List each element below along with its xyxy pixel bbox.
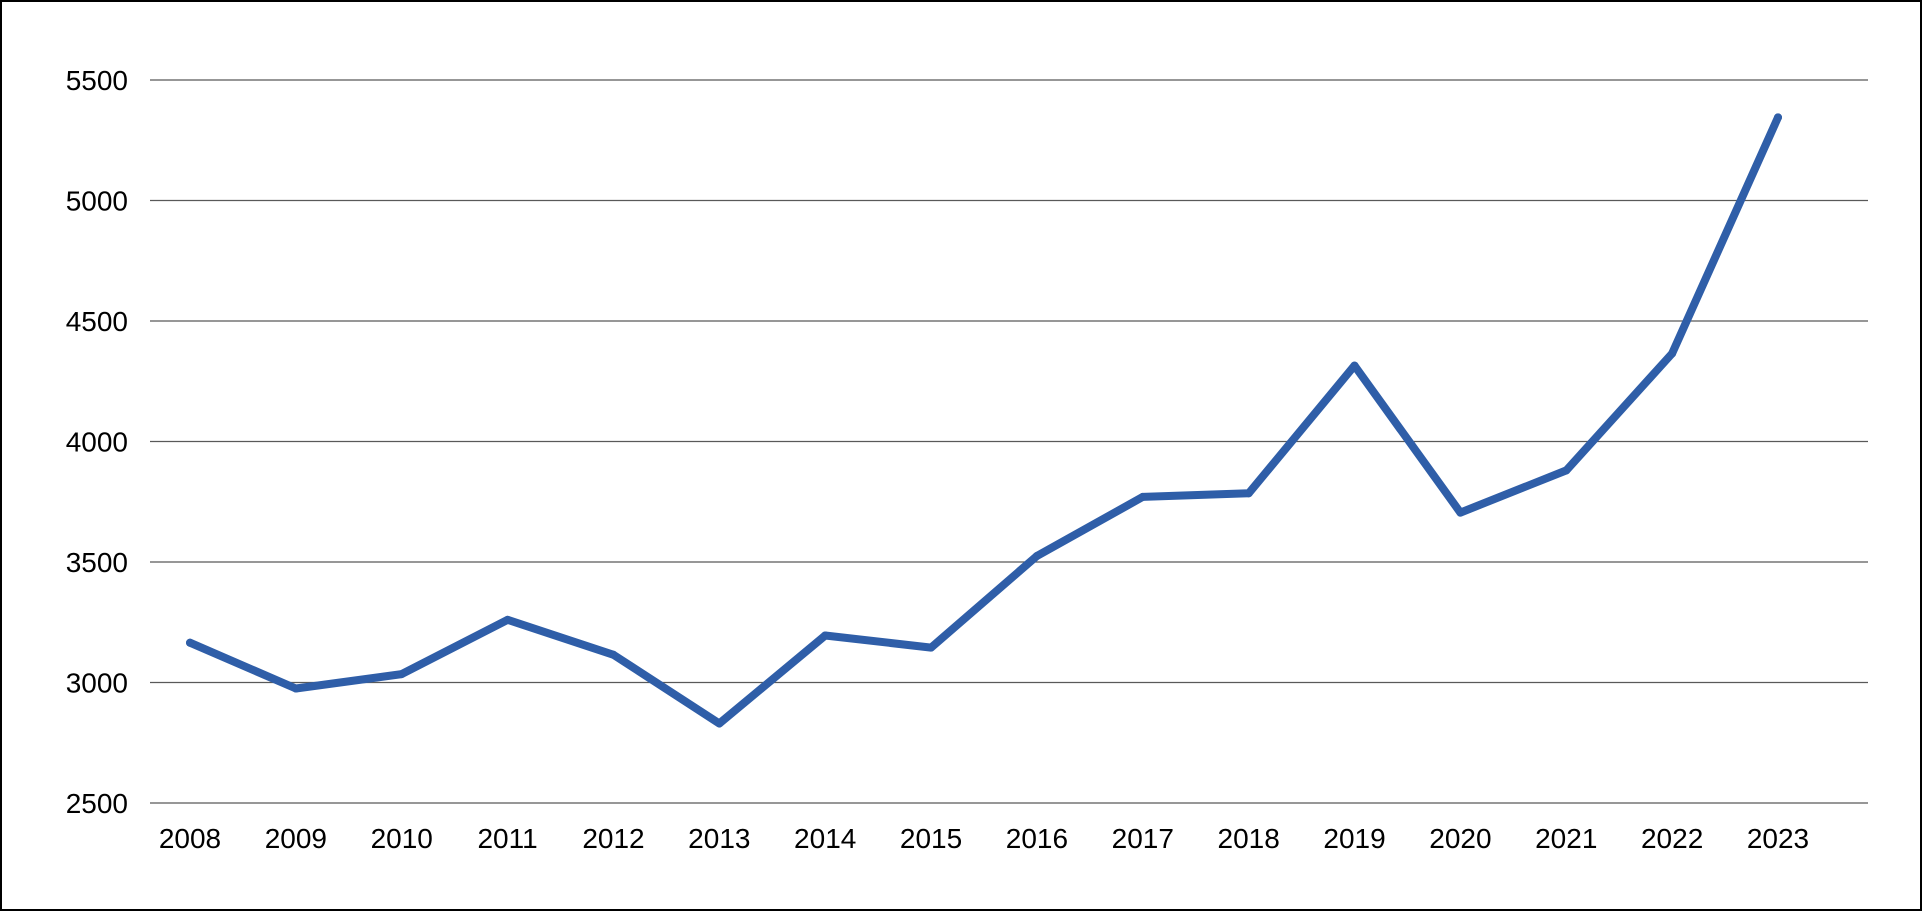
data-point-2008	[186, 638, 194, 647]
x-tick-label: 2008	[159, 823, 221, 854]
x-tick-label: 2012	[582, 823, 644, 854]
x-tick-label: 2011	[477, 823, 537, 854]
x-tick-label: 2021	[1535, 823, 1597, 854]
x-tick-label: 2015	[900, 823, 962, 854]
x-tick-label: 2018	[1218, 823, 1280, 854]
data-point-2017	[1138, 492, 1147, 501]
series-line	[186, 113, 1782, 728]
x-tick-label: 2017	[1112, 823, 1174, 854]
x-tick-label: 2022	[1641, 823, 1703, 854]
y-tick-label: 2500	[66, 788, 128, 819]
data-point-2016	[1032, 551, 1041, 560]
y-tick-label: 3500	[66, 547, 128, 578]
data-point-2019	[1350, 361, 1359, 370]
x-tick-label: 2016	[1006, 823, 1068, 854]
data-point-2020	[1456, 508, 1465, 517]
data-point-2014	[821, 631, 830, 640]
series-layer	[186, 113, 1782, 728]
y-tick-label: 4500	[66, 306, 128, 337]
y-axis-tick-labels: 2500 3000 3500 4000 4500 5000 5500	[66, 65, 128, 819]
data-point-2011	[503, 615, 512, 624]
x-tick-label: 2019	[1323, 823, 1385, 854]
data-point-2023	[1774, 113, 1782, 122]
y-tick-label: 4000	[66, 427, 128, 458]
x-tick-label: 2014	[794, 823, 856, 854]
y-tick-label: 5000	[66, 186, 128, 217]
data-point-2015	[927, 643, 936, 652]
y-tick-label: 5500	[66, 65, 128, 96]
x-axis-tick-labels: 2008 2009 2010 2011 2012 2013 2014 2015 2016 2017…	[159, 823, 1809, 854]
data-point-2022	[1668, 349, 1677, 358]
data-point-2012	[609, 650, 618, 659]
x-tick-label: 2009	[265, 823, 327, 854]
y-tick-label: 3000	[66, 668, 128, 699]
data-point-2010	[397, 670, 406, 679]
x-tick-label: 2020	[1429, 823, 1491, 854]
data-point-2021	[1562, 466, 1571, 475]
gridlines	[150, 79, 1868, 804]
data-point-2009	[291, 684, 300, 693]
x-tick-label: 2013	[688, 823, 750, 854]
x-tick-label: 2023	[1747, 823, 1809, 854]
x-tick-label: 2010	[371, 823, 433, 854]
data-point-2018	[1244, 489, 1253, 498]
data-point-2013	[715, 719, 724, 728]
